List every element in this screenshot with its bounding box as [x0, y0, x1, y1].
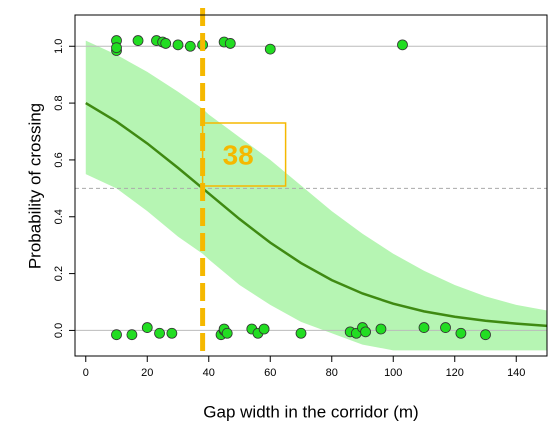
data-point [418, 322, 430, 333]
data-point [397, 39, 408, 51]
x-axis-label: Gap width in the corridor (m) [203, 402, 418, 421]
data-point [375, 323, 387, 335]
data-point [126, 329, 138, 341]
threshold-label: 38 [223, 139, 254, 170]
x-tick-label: 0 [83, 367, 89, 379]
data-point [295, 327, 307, 339]
annotation-box [201, 122, 287, 187]
data-point [154, 327, 165, 339]
y-tick-label: 0.6 [53, 152, 65, 167]
data-point [172, 39, 184, 51]
data-point [160, 38, 172, 49]
y-tick-label: 0.0 [53, 323, 65, 338]
data-point [184, 40, 196, 52]
data-point [455, 327, 467, 339]
x-tick-label: 60 [264, 367, 276, 379]
data-point [221, 327, 233, 339]
y-axis-label: Probability of crossing [25, 103, 44, 269]
data-point [440, 322, 451, 333]
data-point [360, 326, 371, 338]
data-point [132, 35, 144, 46]
y-tick-label: 0.4 [53, 209, 65, 224]
x-tick-label: 140 [507, 367, 525, 379]
y-tick-label: 1.0 [53, 39, 65, 54]
data-point [224, 38, 236, 49]
x-tick-label: 20 [141, 367, 153, 379]
data-point [480, 329, 491, 341]
data-point [264, 43, 276, 55]
y-tick-label: 0.2 [53, 266, 65, 281]
x-tick-label: 40 [203, 367, 215, 379]
data-point [141, 322, 153, 333]
data-point [166, 327, 178, 339]
y-tick-label: 0.8 [53, 95, 65, 110]
x-tick-label: 120 [446, 367, 464, 379]
data-point [111, 42, 122, 54]
x-tick-label: 100 [384, 367, 402, 379]
x-tick-label: 80 [326, 367, 338, 379]
data-point [258, 323, 270, 335]
data-point [111, 329, 122, 341]
plot-frame [74, 14, 548, 357]
fit-line [85, 102, 548, 328]
